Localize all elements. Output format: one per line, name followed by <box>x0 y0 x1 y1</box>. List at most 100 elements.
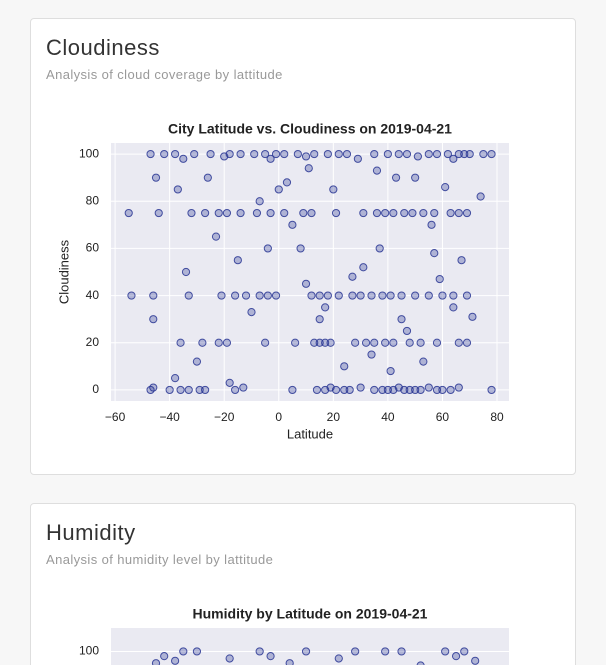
point <box>323 149 332 159</box>
point <box>225 378 234 387</box>
point <box>146 149 155 159</box>
point <box>411 173 420 182</box>
point <box>419 208 428 218</box>
point <box>441 647 450 656</box>
point <box>222 208 232 218</box>
point <box>326 338 335 347</box>
point <box>271 149 281 159</box>
point <box>203 173 212 182</box>
point <box>296 244 305 253</box>
point <box>293 149 302 159</box>
point <box>454 383 463 392</box>
point <box>424 383 433 392</box>
point <box>285 659 294 665</box>
point <box>386 366 395 376</box>
point <box>266 208 275 218</box>
point <box>214 338 223 347</box>
point <box>353 154 362 163</box>
point <box>446 385 455 395</box>
card-title: Humidity <box>46 520 136 545</box>
point <box>255 197 264 206</box>
point <box>236 208 245 218</box>
point <box>261 149 270 159</box>
point <box>315 315 324 324</box>
point <box>301 279 311 288</box>
point <box>171 656 180 665</box>
y-tick-label: 100 <box>79 146 99 160</box>
point <box>179 647 188 656</box>
point <box>468 312 477 321</box>
point <box>236 149 245 159</box>
point <box>301 647 311 656</box>
point <box>124 208 133 218</box>
point <box>192 357 202 366</box>
point <box>233 256 242 265</box>
point <box>263 244 272 253</box>
point <box>397 647 406 656</box>
point <box>190 149 199 159</box>
point <box>413 152 422 161</box>
point <box>351 338 360 347</box>
point <box>402 149 412 159</box>
point <box>367 291 376 300</box>
point <box>416 338 425 347</box>
point <box>361 338 371 347</box>
point <box>280 208 289 218</box>
y-tick-label: 0 <box>92 382 99 396</box>
point <box>487 149 496 159</box>
point <box>391 173 401 182</box>
x-tick-label: 20 <box>327 410 341 424</box>
point <box>217 291 226 300</box>
point <box>416 385 425 395</box>
point <box>266 652 275 661</box>
point <box>151 659 161 665</box>
point <box>321 303 330 312</box>
point <box>184 385 193 395</box>
point <box>454 338 463 347</box>
point <box>282 178 292 187</box>
y-tick-label: 80 <box>86 193 100 207</box>
point <box>154 208 163 218</box>
chart: City Latitude vs. Cloudiness on 2019-04-… <box>56 121 509 441</box>
x-tick-label: −20 <box>214 410 235 424</box>
chart-title: Humidity by Latitude on 2019-04-21 <box>193 606 428 622</box>
point <box>397 291 406 300</box>
point <box>261 338 270 347</box>
x-tick-label: 0 <box>275 410 282 424</box>
point <box>342 149 352 159</box>
point <box>370 338 379 347</box>
point <box>176 385 185 395</box>
point <box>334 291 343 300</box>
point <box>446 208 455 218</box>
point <box>348 272 357 281</box>
point <box>424 291 433 300</box>
point <box>187 208 196 218</box>
point <box>381 208 390 218</box>
points <box>151 647 480 665</box>
point <box>402 326 412 336</box>
point <box>438 385 447 395</box>
point <box>127 291 136 300</box>
point <box>312 385 322 395</box>
y-axis-label: Cloudiness <box>56 239 71 304</box>
y-tick-label: 100 <box>79 644 99 658</box>
point <box>416 661 425 665</box>
point <box>389 208 398 218</box>
point <box>247 307 256 317</box>
point <box>397 315 406 324</box>
point <box>329 185 338 194</box>
point <box>405 338 414 347</box>
point <box>460 647 469 656</box>
point <box>241 291 251 300</box>
point <box>179 154 188 163</box>
point <box>411 291 420 300</box>
point <box>176 338 185 347</box>
points <box>124 149 496 395</box>
point <box>432 149 442 159</box>
card-title: Cloudiness <box>46 35 160 60</box>
point <box>383 149 392 159</box>
point <box>479 149 488 159</box>
point <box>160 149 169 159</box>
point <box>181 267 191 277</box>
x-tick-label: 80 <box>490 410 504 424</box>
